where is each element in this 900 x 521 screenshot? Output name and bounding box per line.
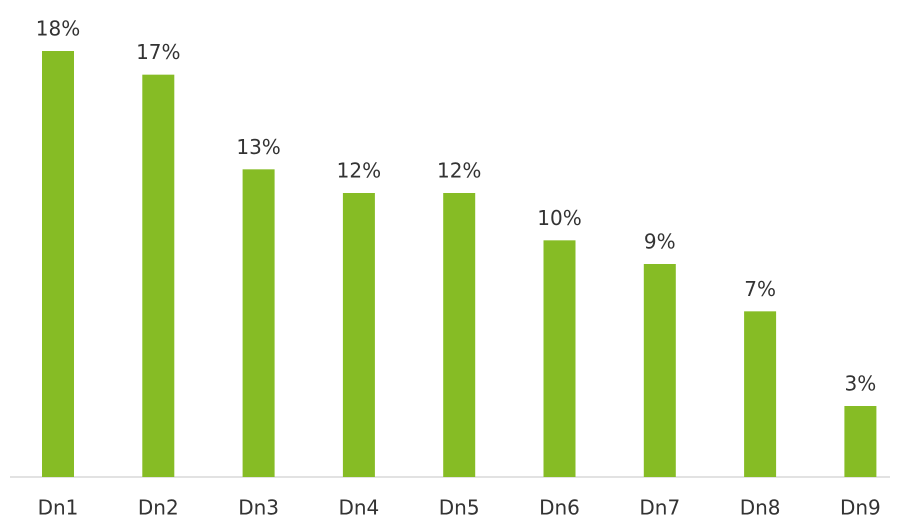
bar <box>42 51 74 477</box>
x-tick-label: Dn5 <box>439 496 480 520</box>
data-label: 7% <box>744 277 776 301</box>
x-tick-label: Dn8 <box>740 496 781 520</box>
data-label: 13% <box>236 135 280 159</box>
bar <box>643 264 676 477</box>
data-label: 18% <box>36 17 80 41</box>
data-label: 10% <box>537 206 581 230</box>
data-label: 3% <box>845 372 877 396</box>
data-label: 12% <box>337 159 381 183</box>
bar <box>242 169 275 478</box>
x-tick-label: Dn1 <box>38 496 79 520</box>
x-tick-label: Dn7 <box>639 496 680 520</box>
x-tick-label: Dn4 <box>338 496 379 520</box>
bar <box>543 240 576 477</box>
x-tick-label: Dn9 <box>840 496 881 520</box>
x-tick-label: Dn3 <box>238 496 279 520</box>
x-tick-label: Dn2 <box>138 496 179 520</box>
x-tick-label: Dn6 <box>539 496 580 520</box>
bar <box>342 193 375 477</box>
data-label: 9% <box>644 230 676 254</box>
bar <box>844 406 877 477</box>
data-label: 17% <box>136 40 180 64</box>
data-label: 12% <box>437 159 481 183</box>
bar <box>443 193 476 477</box>
bar <box>142 74 175 478</box>
bar <box>744 311 777 477</box>
